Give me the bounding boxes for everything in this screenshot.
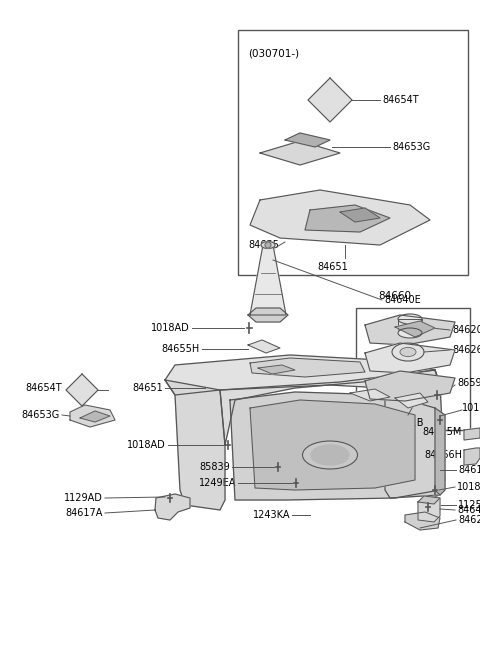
Polygon shape xyxy=(365,343,455,373)
Ellipse shape xyxy=(400,348,416,356)
Text: 84653G: 84653G xyxy=(392,142,430,152)
Text: 84654T: 84654T xyxy=(25,383,62,393)
Polygon shape xyxy=(418,496,440,522)
Text: 84651: 84651 xyxy=(132,383,163,393)
Text: 85839: 85839 xyxy=(199,462,230,472)
Polygon shape xyxy=(418,496,440,504)
Polygon shape xyxy=(165,380,225,510)
Text: 84651: 84651 xyxy=(318,262,348,272)
Polygon shape xyxy=(398,319,422,333)
Polygon shape xyxy=(435,408,445,495)
Polygon shape xyxy=(250,190,430,245)
Text: 84625M: 84625M xyxy=(422,427,462,437)
Polygon shape xyxy=(80,411,110,422)
Text: 1018AD: 1018AD xyxy=(462,403,480,413)
Polygon shape xyxy=(66,374,98,406)
Ellipse shape xyxy=(302,441,358,469)
Text: 84653G: 84653G xyxy=(22,410,60,420)
Polygon shape xyxy=(285,133,330,147)
Text: 84655: 84655 xyxy=(248,240,279,250)
Text: 1018AD: 1018AD xyxy=(151,323,190,333)
Polygon shape xyxy=(464,448,480,465)
Polygon shape xyxy=(230,392,440,500)
Text: 84611A: 84611A xyxy=(458,465,480,475)
Polygon shape xyxy=(385,370,445,498)
Text: 1125GE: 1125GE xyxy=(458,500,480,510)
Circle shape xyxy=(265,242,271,248)
Text: 84640E: 84640E xyxy=(384,295,421,305)
Text: 84654T: 84654T xyxy=(382,95,419,105)
Polygon shape xyxy=(365,315,455,345)
Text: 84660: 84660 xyxy=(379,291,411,301)
Text: 84626A: 84626A xyxy=(452,345,480,355)
Ellipse shape xyxy=(392,343,424,361)
Ellipse shape xyxy=(311,445,349,465)
Bar xyxy=(356,308,470,430)
Text: 84666H: 84666H xyxy=(424,450,462,460)
Text: 1018AC: 1018AC xyxy=(457,482,480,492)
Polygon shape xyxy=(70,405,115,427)
Text: 1018AD: 1018AD xyxy=(127,440,166,450)
Polygon shape xyxy=(340,208,380,222)
Polygon shape xyxy=(365,371,455,401)
Polygon shape xyxy=(405,512,440,530)
Polygon shape xyxy=(155,494,190,520)
Polygon shape xyxy=(250,400,415,490)
Polygon shape xyxy=(395,321,435,337)
Text: (030701-): (030701-) xyxy=(248,48,299,58)
Polygon shape xyxy=(305,205,390,232)
Polygon shape xyxy=(250,245,286,315)
Text: 84640C: 84640C xyxy=(457,505,480,515)
Polygon shape xyxy=(308,78,352,122)
Bar xyxy=(238,30,468,275)
Polygon shape xyxy=(248,308,288,322)
Polygon shape xyxy=(165,355,440,395)
Ellipse shape xyxy=(261,242,275,248)
Polygon shape xyxy=(248,340,280,353)
Ellipse shape xyxy=(398,328,422,338)
Text: 84655H: 84655H xyxy=(162,344,200,354)
Polygon shape xyxy=(250,358,365,377)
Text: 86593A: 86593A xyxy=(457,378,480,388)
Polygon shape xyxy=(350,389,390,401)
Text: 84624: 84624 xyxy=(458,515,480,525)
Polygon shape xyxy=(258,365,295,374)
Polygon shape xyxy=(464,428,480,440)
Ellipse shape xyxy=(398,314,422,324)
Text: 1249EA: 1249EA xyxy=(199,478,236,488)
Text: 84643: 84643 xyxy=(394,378,425,388)
Polygon shape xyxy=(220,370,440,445)
Text: 84620I: 84620I xyxy=(452,325,480,335)
Text: 84617A: 84617A xyxy=(66,508,103,518)
Text: 1243KA: 1243KA xyxy=(252,510,290,520)
Text: 84651B: 84651B xyxy=(386,418,424,428)
Polygon shape xyxy=(395,393,428,408)
Text: 1129AD: 1129AD xyxy=(64,493,103,503)
Polygon shape xyxy=(260,141,340,165)
